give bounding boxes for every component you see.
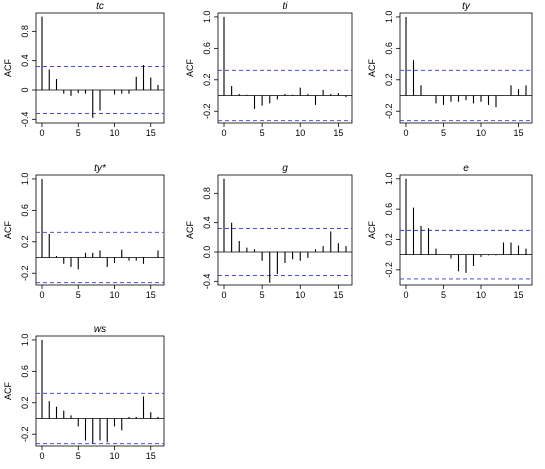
acf-panel-0: tc ACF -0.4 0 0.4 0.8 0 5 10 15: [3, 1, 165, 138]
plot-frame: [35, 12, 165, 124]
acf-panel-5: e ACF -0.2 0.2 0.6 1.0 0 5 10 15: [367, 163, 533, 300]
y-axis-label: ACF: [367, 220, 377, 239]
x-tick-label: 15: [146, 128, 156, 138]
x-tick-label: 15: [513, 290, 523, 300]
x-tick-label: 10: [295, 290, 305, 300]
y-tick-label: 1.0: [20, 334, 30, 347]
acf-panel-6: ws ACF -0.2 0.2 0.6 1.0 0 5 10 15: [3, 324, 165, 461]
y-axis-label: ACF: [185, 220, 195, 239]
x-tick-label: 5: [76, 290, 81, 300]
y-tick-label: 0.0: [202, 246, 212, 259]
x-tick-label: 0: [221, 290, 226, 300]
chart-title: tc: [96, 1, 104, 12]
y-tick-label: 1.0: [384, 11, 394, 24]
y-axis-label: ACF: [3, 381, 13, 400]
y-axis-label: ACF: [3, 220, 13, 239]
x-tick-label: 0: [39, 451, 44, 461]
y-tick-label: 0.6: [20, 204, 30, 217]
x-tick-label: 10: [295, 128, 305, 138]
acf-panel-2: ty ACF -0.2 0.2 0.6 1.0 0 5 10 15: [367, 1, 533, 138]
x-tick-label: 15: [513, 128, 523, 138]
y-tick-label: 0.2: [20, 236, 30, 249]
x-tick-label: 5: [260, 290, 265, 300]
chart-title: ti: [283, 1, 289, 12]
plot-frame: [35, 335, 165, 447]
y-tick-label: -0.2: [384, 262, 394, 278]
plot-frame: [35, 174, 165, 286]
y-tick-label: 0.4: [202, 216, 212, 229]
y-tick-label: 0.8: [20, 25, 30, 38]
y-tick-label: -0.2: [20, 265, 30, 281]
acf-panel-4: g ACF -0.4 0.0 0.4 0.8 0 5 10 15: [185, 163, 353, 300]
y-tick-label: 0.2: [384, 74, 394, 87]
y-axis-label: ACF: [367, 58, 377, 77]
y-axis-label: ACF: [3, 58, 13, 77]
y-tick-label: 0.2: [384, 233, 394, 246]
chart-title: e: [463, 163, 469, 174]
y-tick-label: 0.6: [202, 42, 212, 55]
chart-title: g: [282, 163, 288, 174]
y-tick-label: 0.6: [384, 203, 394, 216]
y-tick-label: -0.4: [202, 274, 212, 290]
plot-frame: [217, 174, 353, 286]
chart-title: ty*: [94, 163, 107, 174]
acf-panel-1: ti ACF -0.2 0.2 0.6 1.0 0 5 10 15: [185, 1, 353, 138]
y-tick-label: 0.2: [202, 74, 212, 87]
y-tick-label: 1.0: [20, 173, 30, 186]
y-tick-label: 1.0: [202, 11, 212, 24]
y-tick-label: 0.6: [20, 365, 30, 378]
y-tick-label: 0.6: [384, 42, 394, 55]
x-tick-label: 5: [441, 128, 446, 138]
x-tick-label: 10: [476, 128, 486, 138]
x-tick-label: 0: [403, 290, 408, 300]
plot-frame: [217, 12, 353, 124]
x-tick-label: 0: [39, 128, 44, 138]
y-tick-label: 0.2: [20, 397, 30, 410]
x-tick-label: 5: [260, 128, 265, 138]
chart-title: ws: [94, 324, 106, 335]
y-tick-label: -0.2: [20, 426, 30, 442]
y-tick-label: -0.4: [20, 112, 30, 128]
y-tick-label: 0: [20, 87, 30, 92]
y-tick-label: 1.0: [384, 173, 394, 186]
x-tick-label: 10: [109, 128, 119, 138]
x-tick-label: 15: [146, 290, 156, 300]
x-tick-label: 10: [109, 290, 119, 300]
y-tick-label: 0.4: [20, 54, 30, 67]
chart-title: ty: [462, 1, 471, 12]
x-tick-label: 10: [109, 451, 119, 461]
x-tick-label: 15: [333, 290, 343, 300]
x-tick-label: 15: [333, 128, 343, 138]
x-tick-label: 10: [476, 290, 486, 300]
x-tick-label: 15: [146, 451, 156, 461]
y-tick-label: -0.2: [202, 103, 212, 119]
y-tick-label: -0.2: [384, 103, 394, 119]
x-tick-label: 0: [221, 128, 226, 138]
plot-frame: [399, 12, 533, 124]
x-tick-label: 0: [403, 128, 408, 138]
y-tick-label: 0.8: [202, 187, 212, 200]
x-tick-label: 5: [441, 290, 446, 300]
x-tick-label: 5: [76, 128, 81, 138]
x-tick-label: 5: [76, 451, 81, 461]
x-tick-label: 0: [39, 290, 44, 300]
y-axis-label: ACF: [185, 58, 195, 77]
acf-panel-3: ty* ACF -0.2 0.2 0.6 1.0 0 5 10 15: [3, 163, 165, 300]
